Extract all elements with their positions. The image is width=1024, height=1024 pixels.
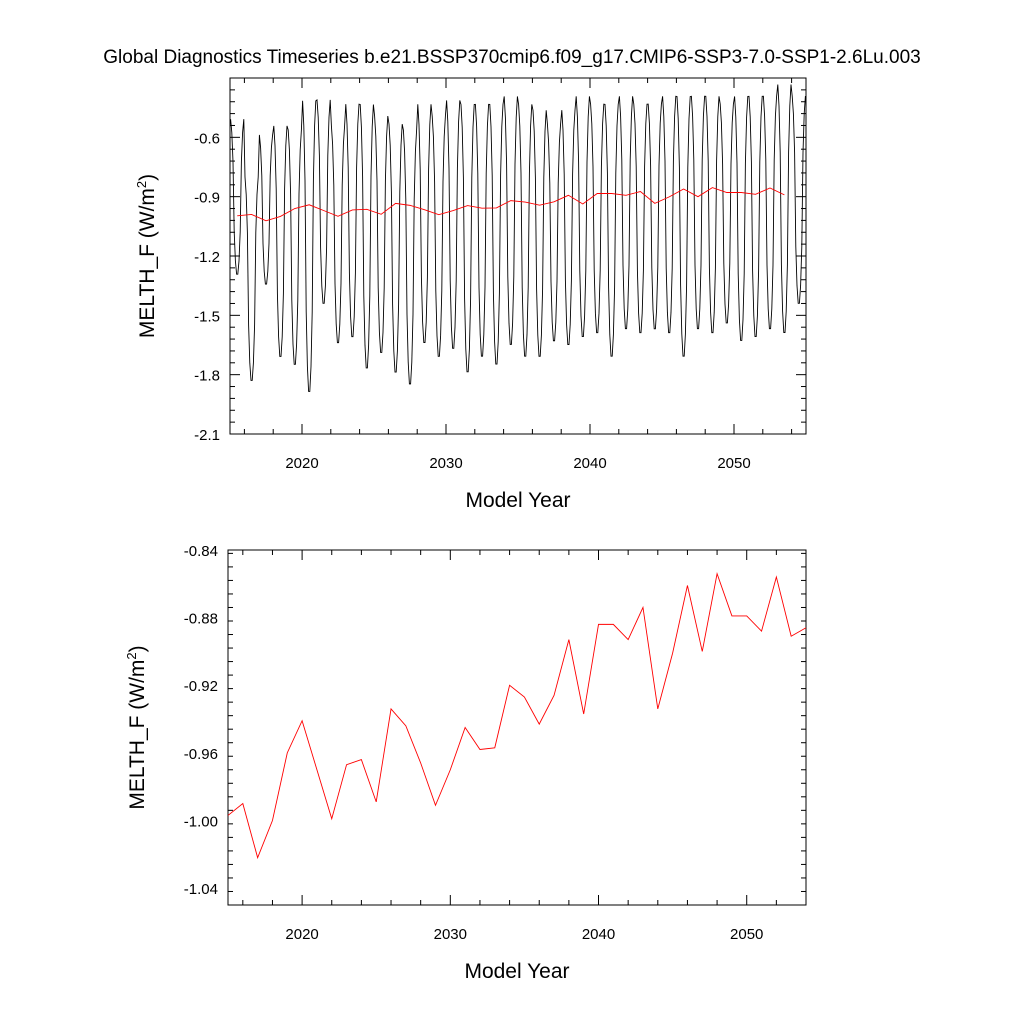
top-y-tick-label: -2.1 [194,427,220,444]
top-y-axis-label-tail: ) [136,174,159,181]
top-annual-mean-series-line [237,187,785,222]
top-y-tick-label: -1.8 [194,368,220,385]
top-plot-frame [229,77,807,435]
top-y-tick-label: -1.5 [194,308,220,325]
top-x-tick-label: 2050 [717,455,750,472]
top-y-tick-label: -1.2 [194,249,220,266]
top-y-tick-label: -0.9 [194,190,220,207]
bottom-annual-mean-series-line [228,571,806,860]
bottom-y-axis-label: MELTH_F (W/m2) [124,645,149,809]
bottom-annual-mean-panel: 2020 2030 2040 2050 -0.84 -0.88 -0.92 -0.96 -1.0… [124,543,807,983]
top-x-tick-label: 2040 [573,455,606,472]
bottom-y-axis-label-main: MELTH_F (W/m [126,660,149,810]
top-x-tick-label: 2020 [285,455,318,472]
bottom-x-tick-label: 2050 [730,926,763,943]
bottom-x-tick-label: 2040 [582,926,615,943]
bottom-x-tick-label: 2020 [285,926,318,943]
bottom-y-axis-label-sup: 2 [124,652,139,659]
bottom-y-axis-label-tail: ) [126,645,149,652]
bottom-y-tick-label: -1.00 [184,813,218,830]
top-y-axis-label-main: MELTH_F (W/m [136,188,159,338]
bottom-plot-frame [227,549,807,906]
bottom-y-tick-label: -0.88 [184,611,218,628]
bottom-y-tick-label: -1.04 [184,881,218,898]
bottom-y-tick-label: -0.96 [184,746,218,763]
top-monthly-series-line [230,84,806,392]
top-x-axis-label: Model Year [465,489,570,512]
top-y-axis-label: MELTH_F (W/m2) [134,174,159,338]
bottom-y-tick-label: -0.92 [184,678,218,695]
top-y-tick-label: -0.6 [194,130,220,147]
figure-title: Global Diagnostics Timeseries b.e21.BSSP… [103,47,920,68]
bottom-x-tick-label: 2030 [434,926,467,943]
bottom-y-tick-label: -0.84 [184,543,218,560]
top-y-axis-label-sup: 2 [134,181,149,188]
top-timeseries-panel: 2020 2030 2040 2050 -0.6 -0.9 -1.2 -1.5 -1.8 -2.1… [134,77,807,512]
top-x-tick-label: 2030 [429,455,462,472]
bottom-x-axis-label: Model Year [464,960,569,983]
